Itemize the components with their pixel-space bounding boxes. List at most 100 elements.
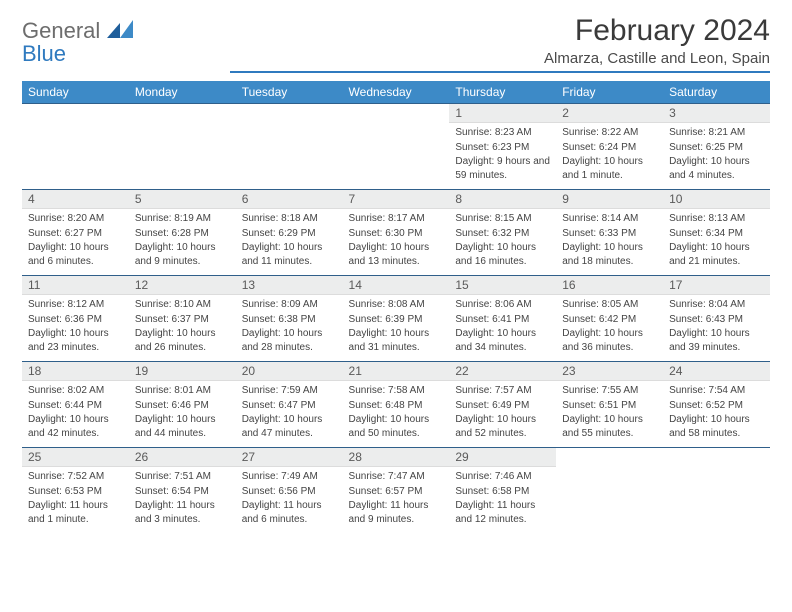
sunrise-text: Sunrise: 7:46 AM <box>455 470 550 484</box>
day-body: Sunrise: 8:02 AMSunset: 6:44 PMDaylight:… <box>22 381 129 445</box>
month-title: February 2024 <box>230 14 770 48</box>
daylight-text: Daylight: 10 hours and 18 minutes. <box>562 241 657 268</box>
sunset-text: Sunset: 6:41 PM <box>455 313 550 327</box>
calendar-day-cell: 3Sunrise: 8:21 AMSunset: 6:25 PMDaylight… <box>663 104 770 190</box>
page-header: General Blue February 2024 Almarza, Cast… <box>22 14 770 73</box>
calendar-day-cell: 10Sunrise: 8:13 AMSunset: 6:34 PMDayligh… <box>663 190 770 276</box>
calendar-day-cell: 5Sunrise: 8:19 AMSunset: 6:28 PMDaylight… <box>129 190 236 276</box>
brand-name-2: Blue <box>22 41 66 66</box>
sunrise-text: Sunrise: 8:23 AM <box>455 126 550 140</box>
location-label: Almarza, Castille and Leon, Spain <box>230 50 770 73</box>
daylight-text: Daylight: 10 hours and 16 minutes. <box>455 241 550 268</box>
daylight-text: Daylight: 10 hours and 44 minutes. <box>135 413 230 440</box>
sunrise-text: Sunrise: 7:54 AM <box>669 384 764 398</box>
daylight-text: Daylight: 10 hours and 50 minutes. <box>349 413 444 440</box>
sunrise-text: Sunrise: 8:17 AM <box>349 212 444 226</box>
daylight-text: Daylight: 10 hours and 42 minutes. <box>28 413 123 440</box>
title-block: February 2024 Almarza, Castille and Leon… <box>230 14 770 73</box>
sunset-text: Sunset: 6:46 PM <box>135 399 230 413</box>
calendar-week-row: 25Sunrise: 7:52 AMSunset: 6:53 PMDayligh… <box>22 448 770 534</box>
sunrise-text: Sunrise: 8:10 AM <box>135 298 230 312</box>
calendar-week-row: 4Sunrise: 8:20 AMSunset: 6:27 PMDaylight… <box>22 190 770 276</box>
day-number: 6 <box>236 190 343 209</box>
day-body: Sunrise: 7:52 AMSunset: 6:53 PMDaylight:… <box>22 467 129 531</box>
day-number: 19 <box>129 362 236 381</box>
calendar-table: SundayMondayTuesdayWednesdayThursdayFrid… <box>22 81 770 534</box>
daylight-text: Daylight: 10 hours and 39 minutes. <box>669 327 764 354</box>
day-number: 23 <box>556 362 663 381</box>
day-body: Sunrise: 7:55 AMSunset: 6:51 PMDaylight:… <box>556 381 663 445</box>
daylight-text: Daylight: 10 hours and 4 minutes. <box>669 155 764 182</box>
daylight-text: Daylight: 11 hours and 6 minutes. <box>242 499 337 526</box>
calendar-day-cell: 9Sunrise: 8:14 AMSunset: 6:33 PMDaylight… <box>556 190 663 276</box>
sunset-text: Sunset: 6:52 PM <box>669 399 764 413</box>
day-body: Sunrise: 7:54 AMSunset: 6:52 PMDaylight:… <box>663 381 770 445</box>
day-body: Sunrise: 8:23 AMSunset: 6:23 PMDaylight:… <box>449 123 556 187</box>
sunrise-text: Sunrise: 8:09 AM <box>242 298 337 312</box>
day-number: 10 <box>663 190 770 209</box>
day-body: Sunrise: 7:59 AMSunset: 6:47 PMDaylight:… <box>236 381 343 445</box>
calendar-header-row: SundayMondayTuesdayWednesdayThursdayFrid… <box>22 81 770 104</box>
day-header: Sunday <box>22 81 129 104</box>
calendar-day-cell: 1Sunrise: 8:23 AMSunset: 6:23 PMDaylight… <box>449 104 556 190</box>
calendar-day-cell: 16Sunrise: 8:05 AMSunset: 6:42 PMDayligh… <box>556 276 663 362</box>
brand-mark-icon <box>107 20 133 38</box>
daylight-text: Daylight: 10 hours and 28 minutes. <box>242 327 337 354</box>
sunset-text: Sunset: 6:25 PM <box>669 141 764 155</box>
day-number: 27 <box>236 448 343 467</box>
calendar-day-cell: 4Sunrise: 8:20 AMSunset: 6:27 PMDaylight… <box>22 190 129 276</box>
day-number: 3 <box>663 104 770 123</box>
day-body: Sunrise: 8:17 AMSunset: 6:30 PMDaylight:… <box>343 209 450 273</box>
calendar-day-cell: 7Sunrise: 8:17 AMSunset: 6:30 PMDaylight… <box>343 190 450 276</box>
sunset-text: Sunset: 6:47 PM <box>242 399 337 413</box>
sunrise-text: Sunrise: 8:13 AM <box>669 212 764 226</box>
day-body: Sunrise: 8:05 AMSunset: 6:42 PMDaylight:… <box>556 295 663 359</box>
day-body: Sunrise: 8:21 AMSunset: 6:25 PMDaylight:… <box>663 123 770 187</box>
sunset-text: Sunset: 6:39 PM <box>349 313 444 327</box>
day-number: 26 <box>129 448 236 467</box>
sunset-text: Sunset: 6:23 PM <box>455 141 550 155</box>
sunset-text: Sunset: 6:58 PM <box>455 485 550 499</box>
day-number: 20 <box>236 362 343 381</box>
calendar-day-cell: 25Sunrise: 7:52 AMSunset: 6:53 PMDayligh… <box>22 448 129 534</box>
sunrise-text: Sunrise: 8:02 AM <box>28 384 123 398</box>
daylight-text: Daylight: 10 hours and 1 minute. <box>562 155 657 182</box>
day-number: 22 <box>449 362 556 381</box>
sunrise-text: Sunrise: 8:21 AM <box>669 126 764 140</box>
day-body: Sunrise: 8:15 AMSunset: 6:32 PMDaylight:… <box>449 209 556 273</box>
sunset-text: Sunset: 6:36 PM <box>28 313 123 327</box>
sunrise-text: Sunrise: 8:06 AM <box>455 298 550 312</box>
calendar-day-cell: 14Sunrise: 8:08 AMSunset: 6:39 PMDayligh… <box>343 276 450 362</box>
daylight-text: Daylight: 10 hours and 58 minutes. <box>669 413 764 440</box>
sunset-text: Sunset: 6:54 PM <box>135 485 230 499</box>
sunrise-text: Sunrise: 8:19 AM <box>135 212 230 226</box>
calendar-day-cell <box>663 448 770 534</box>
daylight-text: Daylight: 11 hours and 12 minutes. <box>455 499 550 526</box>
sunset-text: Sunset: 6:32 PM <box>455 227 550 241</box>
daylight-text: Daylight: 10 hours and 36 minutes. <box>562 327 657 354</box>
day-body: Sunrise: 8:22 AMSunset: 6:24 PMDaylight:… <box>556 123 663 187</box>
day-number: 1 <box>449 104 556 123</box>
daylight-text: Daylight: 10 hours and 34 minutes. <box>455 327 550 354</box>
daylight-text: Daylight: 10 hours and 52 minutes. <box>455 413 550 440</box>
sunrise-text: Sunrise: 8:18 AM <box>242 212 337 226</box>
day-body: Sunrise: 8:18 AMSunset: 6:29 PMDaylight:… <box>236 209 343 273</box>
calendar-week-row: 11Sunrise: 8:12 AMSunset: 6:36 PMDayligh… <box>22 276 770 362</box>
sunset-text: Sunset: 6:34 PM <box>669 227 764 241</box>
calendar-day-cell: 23Sunrise: 7:55 AMSunset: 6:51 PMDayligh… <box>556 362 663 448</box>
sunset-text: Sunset: 6:24 PM <box>562 141 657 155</box>
sunset-text: Sunset: 6:42 PM <box>562 313 657 327</box>
calendar-day-cell <box>236 104 343 190</box>
day-body: Sunrise: 8:14 AMSunset: 6:33 PMDaylight:… <box>556 209 663 273</box>
calendar-day-cell: 24Sunrise: 7:54 AMSunset: 6:52 PMDayligh… <box>663 362 770 448</box>
day-body: Sunrise: 7:57 AMSunset: 6:49 PMDaylight:… <box>449 381 556 445</box>
daylight-text: Daylight: 9 hours and 59 minutes. <box>455 155 550 182</box>
calendar-day-cell: 20Sunrise: 7:59 AMSunset: 6:47 PMDayligh… <box>236 362 343 448</box>
day-number: 18 <box>22 362 129 381</box>
brand-name-1: General <box>22 18 100 43</box>
sunrise-text: Sunrise: 8:05 AM <box>562 298 657 312</box>
sunset-text: Sunset: 6:38 PM <box>242 313 337 327</box>
sunrise-text: Sunrise: 8:22 AM <box>562 126 657 140</box>
sunset-text: Sunset: 6:37 PM <box>135 313 230 327</box>
calendar-day-cell: 19Sunrise: 8:01 AMSunset: 6:46 PMDayligh… <box>129 362 236 448</box>
